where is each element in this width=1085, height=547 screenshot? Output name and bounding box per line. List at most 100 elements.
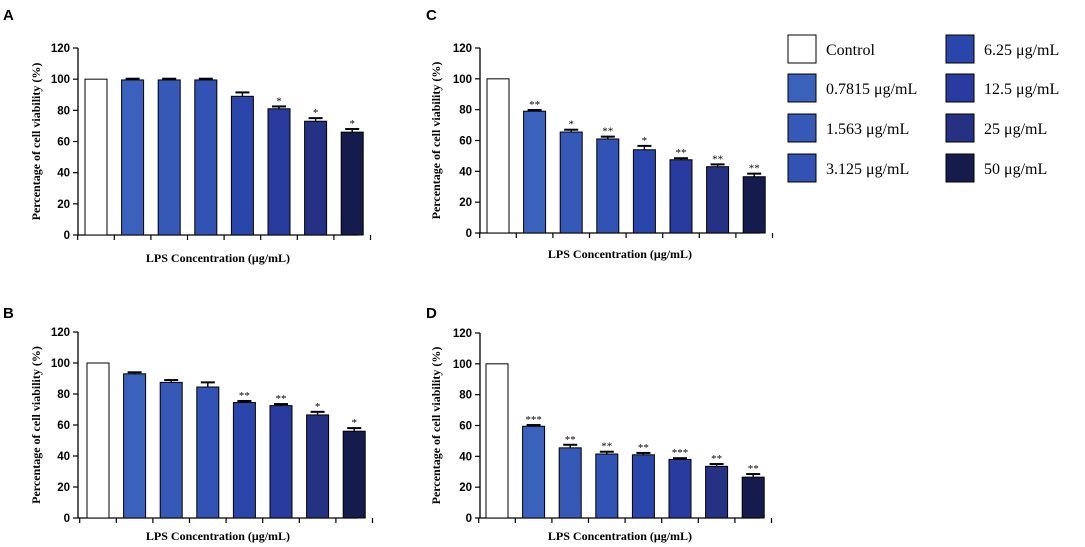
bar-b-5: 12.5 μg/mL: 72.5 xyxy=(269,405,293,519)
y-tick-label: 80 xyxy=(459,390,472,402)
bar-b-2: 1.563 μg/mL: 87.5 xyxy=(159,381,183,519)
significance-label: ** xyxy=(638,442,649,454)
x-axis-title: LPS Concentration (μg/mL) xyxy=(146,251,290,265)
y-tick-label: 100 xyxy=(51,74,70,86)
chart-panel-b: B 0 20 40 60 80 100 120 Control: 100 0.7815 μg/mL… xyxy=(3,305,374,543)
legend-label: 3.125 μg/mL xyxy=(826,161,909,178)
bar-c-5: 12.5 μg/mL: 47.5 xyxy=(669,159,693,234)
bar-c-0: Control: 100 xyxy=(486,78,510,234)
y-axis-title: Percentage of cell viability (%) xyxy=(429,347,443,505)
x-axis-title: LPS Concentration (μg/mL) xyxy=(548,529,692,543)
y-tick-label: 60 xyxy=(57,137,70,149)
x-axis-title: LPS Concentration (μg/mL) xyxy=(548,247,692,261)
significance-label: ** xyxy=(239,390,250,402)
y-tick-label: 40 xyxy=(459,451,472,463)
legend-swatch xyxy=(787,113,817,143)
significance-label: * xyxy=(351,417,357,429)
significance-label: ** xyxy=(711,453,722,465)
bar-c-3: 3.125 μg/mL: 61 xyxy=(596,138,620,234)
bar-a-5: 12.5 μg/mL: 81 xyxy=(267,108,291,236)
significance-label: ** xyxy=(749,163,760,175)
significance-label: ** xyxy=(276,393,287,405)
bar-d-1: 0.7815 μg/mL: 59.5 xyxy=(522,425,546,519)
y-tick-label: 40 xyxy=(57,451,70,463)
y-tick-label: 60 xyxy=(459,136,472,148)
bar-c-4: 6.25 μg/mL: 54 xyxy=(632,149,656,234)
legend-item: Control xyxy=(787,34,875,64)
bar-a-0: Control: 100 xyxy=(84,78,108,236)
significance-label: ** xyxy=(529,99,540,111)
y-tick-label: 0 xyxy=(64,513,70,525)
significance-label: ** xyxy=(712,153,723,165)
bar-d-3: 3.125 μg/mL: 41.5 xyxy=(595,453,619,519)
significance-label: *** xyxy=(525,414,542,426)
y-tick-label: 120 xyxy=(453,328,472,340)
bar-a-4: 6.25 μg/mL: 89 xyxy=(230,95,254,236)
y-tick-label: 0 xyxy=(64,230,70,242)
legend-item: 25 μg/mL xyxy=(945,113,1047,143)
y-axis-title: Percentage of cell viability (%) xyxy=(29,63,43,221)
legend-label: Control xyxy=(826,42,875,59)
chart-panel-d: D 0 20 40 60 80 100 120 Control: 100 0.7815 μg/mL… xyxy=(426,305,773,543)
significance-label: ** xyxy=(565,434,576,446)
y-axis-title: Percentage of cell viability (%) xyxy=(429,62,443,220)
bar-c-6: 25 μg/mL: 43 xyxy=(706,166,730,234)
significance-label: ** xyxy=(602,126,613,138)
bar-d-5: 12.5 μg/mL: 38 xyxy=(668,458,692,519)
legend-item: 1.563 μg/mL xyxy=(787,113,909,143)
significance-label: * xyxy=(568,119,574,131)
legend-item: 3.125 μg/mL xyxy=(787,153,909,183)
significance-label: * xyxy=(313,107,319,119)
bar-b-1: 0.7815 μg/mL: 93 xyxy=(123,373,147,519)
significance-label: * xyxy=(315,401,321,413)
y-tick-label: 100 xyxy=(51,358,70,370)
y-tick-label: 80 xyxy=(459,105,472,117)
y-tick-label: 80 xyxy=(57,105,70,117)
significance-label: * xyxy=(276,95,282,107)
x-axis-title: LPS Concentration (μg/mL) xyxy=(146,529,290,543)
y-tick-label: 20 xyxy=(459,482,472,494)
bar-b-6: 25 μg/mL: 66.5 xyxy=(306,414,330,519)
panel-letter: C xyxy=(426,7,437,24)
bar-a-7: 50 μg/mL: 66 xyxy=(340,131,364,236)
bar-a-1: 0.7815 μg/mL: 99.5 xyxy=(121,79,145,236)
legend-swatch xyxy=(787,153,817,183)
bar-a-2: 1.563 μg/mL: 99.5 xyxy=(157,79,181,236)
panel-letter: B xyxy=(3,305,14,322)
y-tick-label: 0 xyxy=(466,228,472,240)
y-tick-label: 120 xyxy=(51,327,70,339)
significance-label: ** xyxy=(601,441,612,453)
legend-label: 12.5 μg/mL xyxy=(984,81,1059,98)
bar-d-4: 6.25 μg/mL: 41 xyxy=(631,454,655,519)
chart-panel-a: A 0 20 40 60 80 100 120 Control: 100 0.7815 μg/mL… xyxy=(3,7,372,265)
legend-item: 0.7815 μg/mL xyxy=(787,73,917,103)
legend-swatch xyxy=(787,34,817,64)
significance-label: *** xyxy=(672,447,689,459)
bar-c-7: 50 μg/mL: 36.5 xyxy=(742,176,766,234)
significance-label: ** xyxy=(748,463,759,475)
chart-panel-c: C 0 20 40 60 80 100 120 Control: 100 0.7815 μg/mL… xyxy=(426,7,774,261)
legend-swatch xyxy=(945,113,975,143)
y-tick-label: 40 xyxy=(57,168,70,180)
legend-label: 1.563 μg/mL xyxy=(826,121,909,138)
bar-c-2: 1.563 μg/mL: 65.5 xyxy=(559,131,583,234)
legend-item: 6.25 μg/mL xyxy=(945,34,1059,64)
bar-a-3: 3.125 μg/mL: 99.5 xyxy=(194,79,218,236)
y-tick-label: 40 xyxy=(459,166,472,178)
legend-label: 25 μg/mL xyxy=(984,121,1047,138)
legend-label: 6.25 μg/mL xyxy=(984,42,1059,59)
y-tick-label: 100 xyxy=(453,359,472,371)
y-axis-title: Percentage of cell viability (%) xyxy=(29,346,43,504)
legend-item: 12.5 μg/mL xyxy=(945,73,1059,103)
y-tick-label: 120 xyxy=(453,43,472,55)
bar-b-4: 6.25 μg/mL: 74.5 xyxy=(232,402,256,519)
bar-d-6: 25 μg/mL: 33.5 xyxy=(705,465,729,519)
bar-b-0: Control: 100 xyxy=(86,362,110,519)
y-tick-label: 80 xyxy=(57,389,70,401)
bar-d-7: 50 μg/mL: 26.5 xyxy=(741,476,765,519)
legend-item: 50 μg/mL xyxy=(945,153,1047,183)
legend: Control 0.7815 μg/mL 1.563 μg/mL 3.125 μg/m… xyxy=(787,34,1059,183)
y-tick-label: 20 xyxy=(459,197,472,209)
y-tick-label: 20 xyxy=(57,482,70,494)
significance-label: * xyxy=(349,118,355,130)
